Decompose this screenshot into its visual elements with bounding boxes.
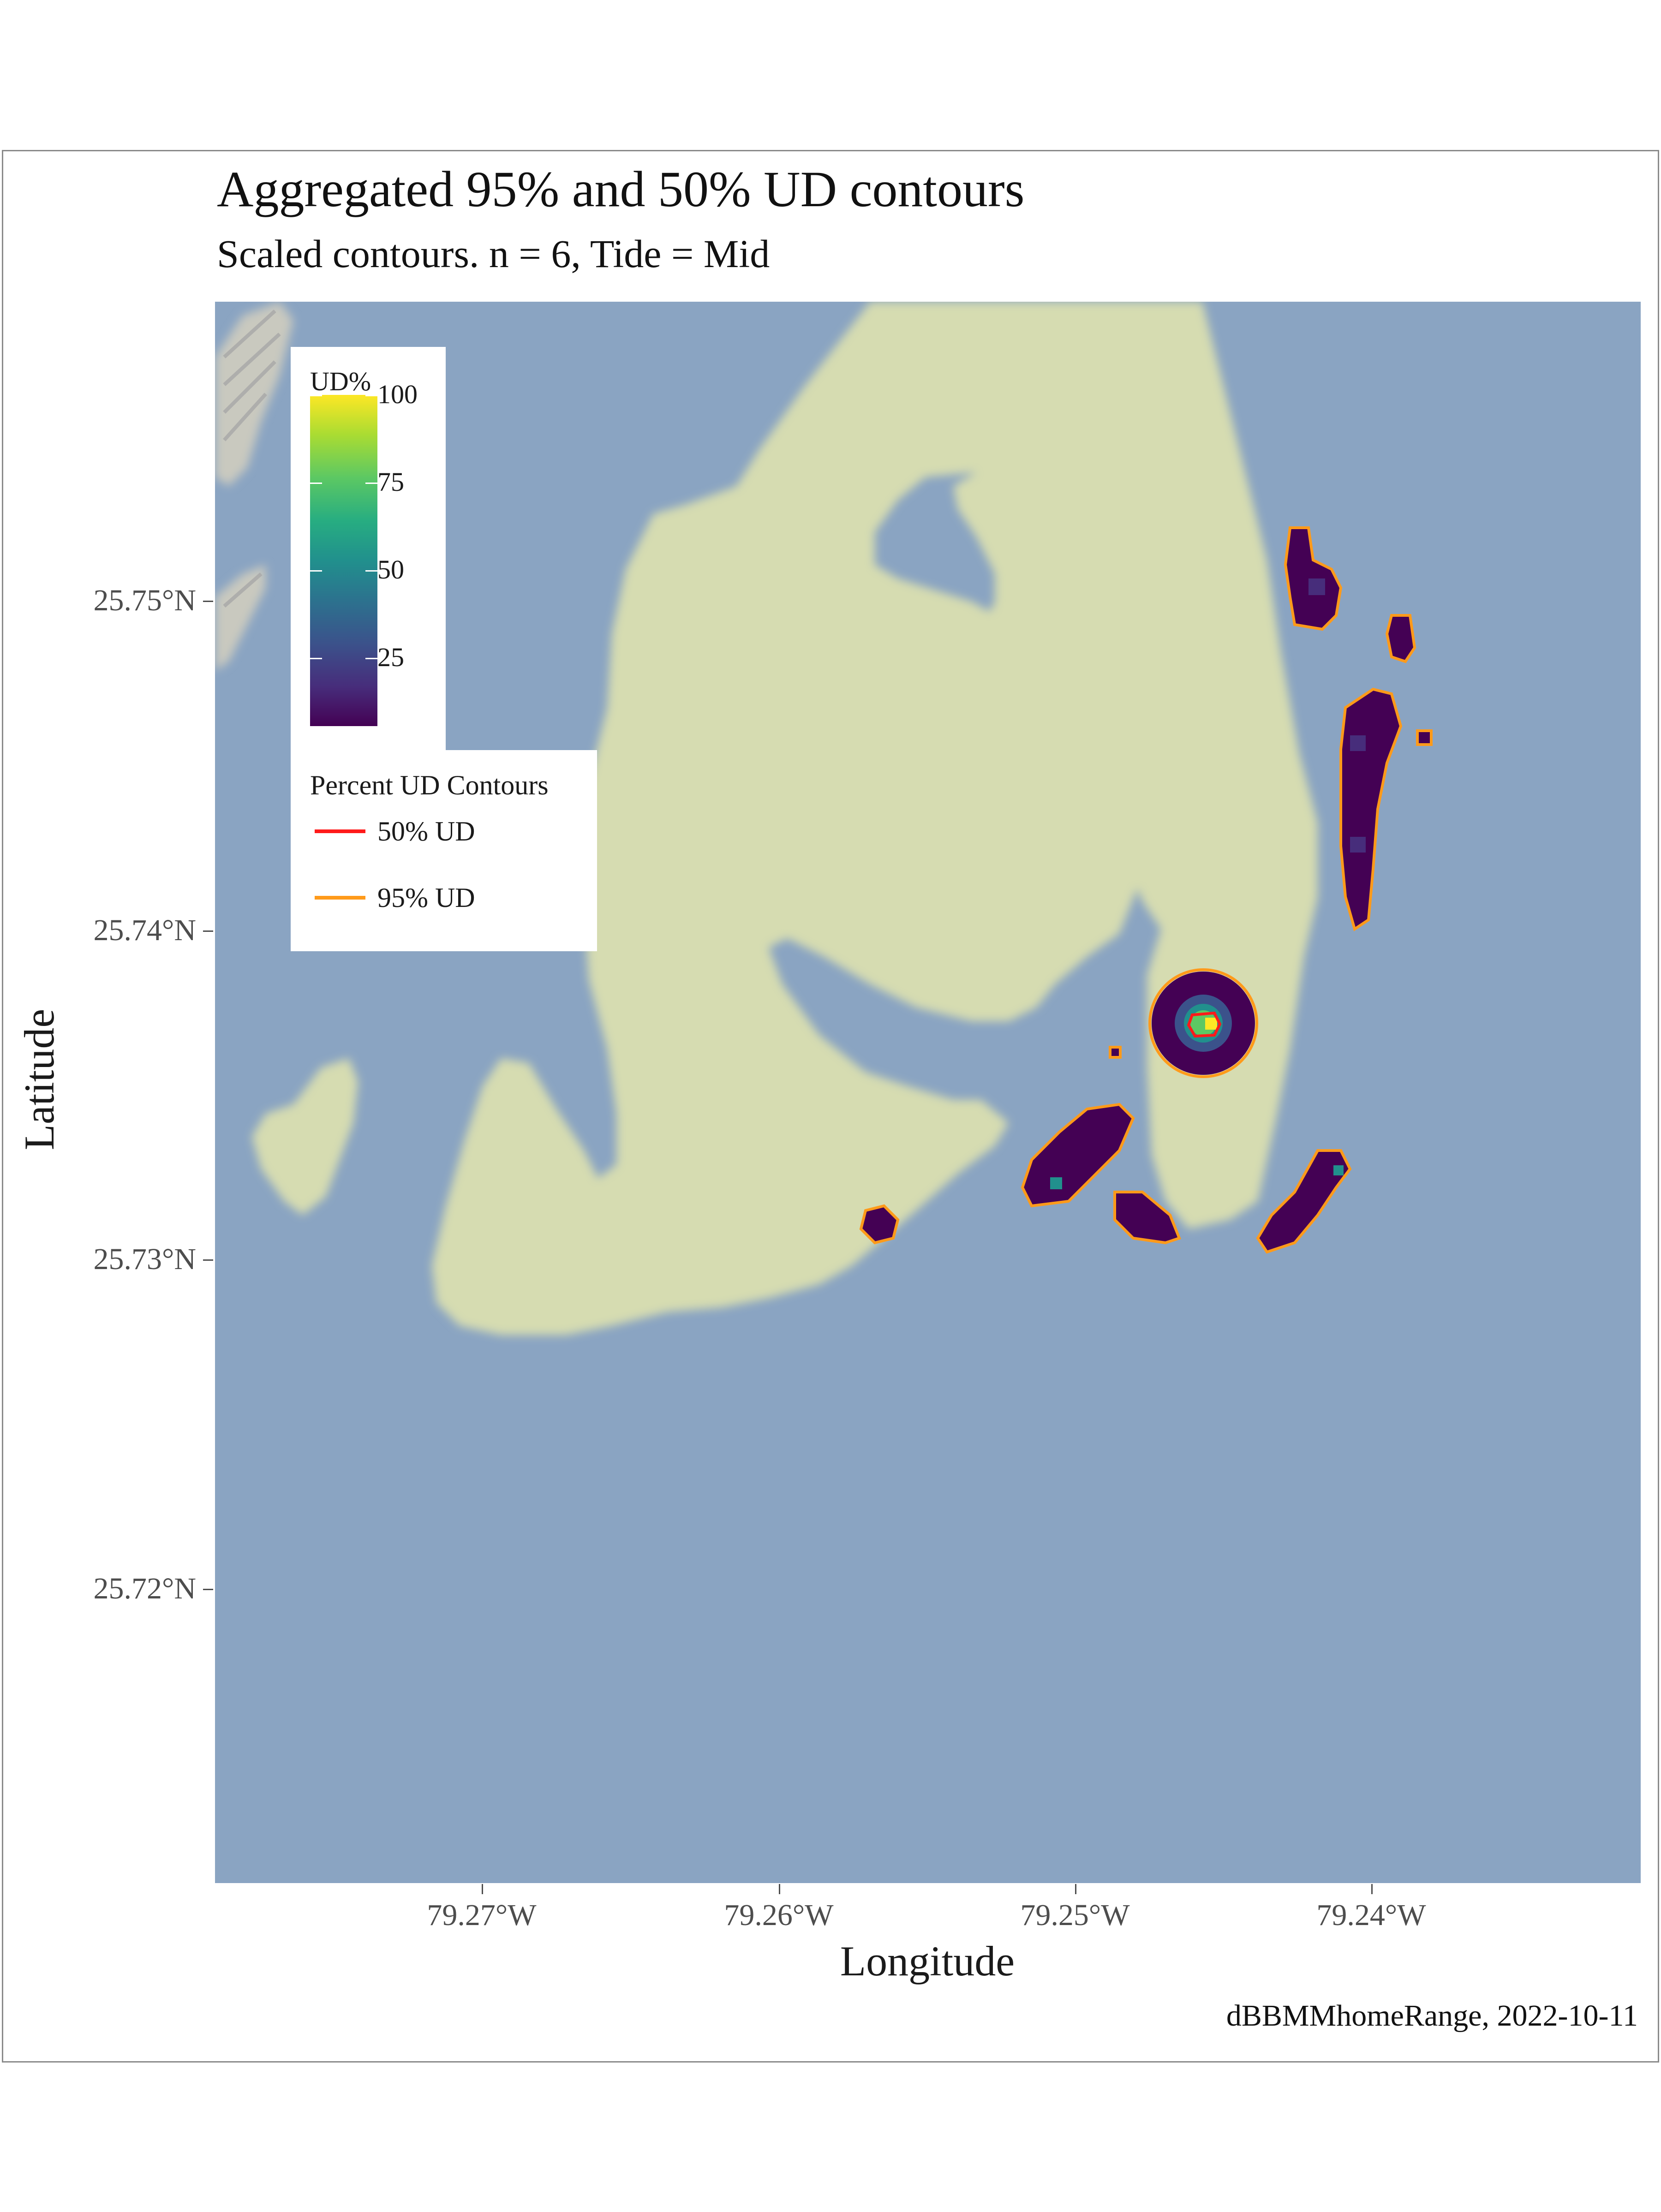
x-axis-label: Longitude <box>840 1938 1015 1985</box>
map-title: Aggregated 95% and 50% UD contours <box>217 161 1025 217</box>
land-main <box>432 302 1318 1335</box>
road-texture <box>223 310 281 608</box>
colorbar-tick <box>365 483 377 484</box>
y-tick-mark <box>203 1589 213 1590</box>
x-tick-label: 79.26°W <box>724 1898 834 1932</box>
colorbar-tick <box>310 570 322 572</box>
y-axis-label: Latitude <box>16 1008 63 1151</box>
ud-legend-title: UD% <box>310 366 371 396</box>
colorbar-tick <box>365 395 377 396</box>
contour-50 <box>1187 1011 1222 1038</box>
colorbar-tick <box>365 570 377 572</box>
colorbar-label: 25 <box>377 642 404 672</box>
x-tick-label: 79.25°W <box>1020 1898 1130 1932</box>
ud-colorbar-legend: UD% 100 75 50 25 <box>291 347 446 751</box>
y-tick-label: 25.72°N <box>93 1572 196 1605</box>
contour-legend-title: Percent UD Contours <box>310 770 549 800</box>
y-tick-mark <box>203 601 213 602</box>
colorbar-label: 75 <box>377 467 404 497</box>
legend-label-50: 50% UD <box>377 816 475 847</box>
legend-line-95 <box>315 896 365 900</box>
x-tick-mark <box>779 1884 780 1894</box>
colorbar-tick <box>310 658 322 659</box>
caption: dBBMMhomeRange, 2022-10-11 <box>1226 1999 1638 2033</box>
colorbar-tick <box>310 483 322 484</box>
colorbar-label: 50 <box>377 554 404 584</box>
colorbar-label: 100 <box>377 379 418 409</box>
contour-legend: Percent UD Contours 50% UD 95% UD <box>291 750 597 951</box>
x-tick-label: 79.24°W <box>1316 1898 1426 1932</box>
y-tick-label: 25.73°N <box>93 1242 196 1276</box>
land-strip-northwest-2 <box>215 565 266 671</box>
x-tick-label: 79.27°W <box>427 1898 537 1932</box>
colorbar-tick <box>310 395 322 396</box>
contour-95 <box>859 526 1433 1254</box>
map-subtitle: Scaled contours. n = 6, Tide = Mid <box>217 232 770 276</box>
legend-line-50 <box>315 829 365 833</box>
y-tick-label: 25.74°N <box>93 913 196 947</box>
y-tick-mark <box>203 930 213 932</box>
map-panel[interactable] <box>215 302 1641 1883</box>
ud-colorbar <box>310 395 377 726</box>
x-tick-mark <box>1371 1884 1373 1894</box>
x-tick-mark <box>482 1884 483 1894</box>
y-tick-mark <box>203 1259 213 1261</box>
legend-label-95: 95% UD <box>377 882 475 913</box>
y-tick-label: 25.75°N <box>93 584 196 617</box>
x-tick-mark <box>1075 1884 1076 1894</box>
colorbar-tick <box>365 658 377 659</box>
land-islet-west <box>252 1058 358 1215</box>
